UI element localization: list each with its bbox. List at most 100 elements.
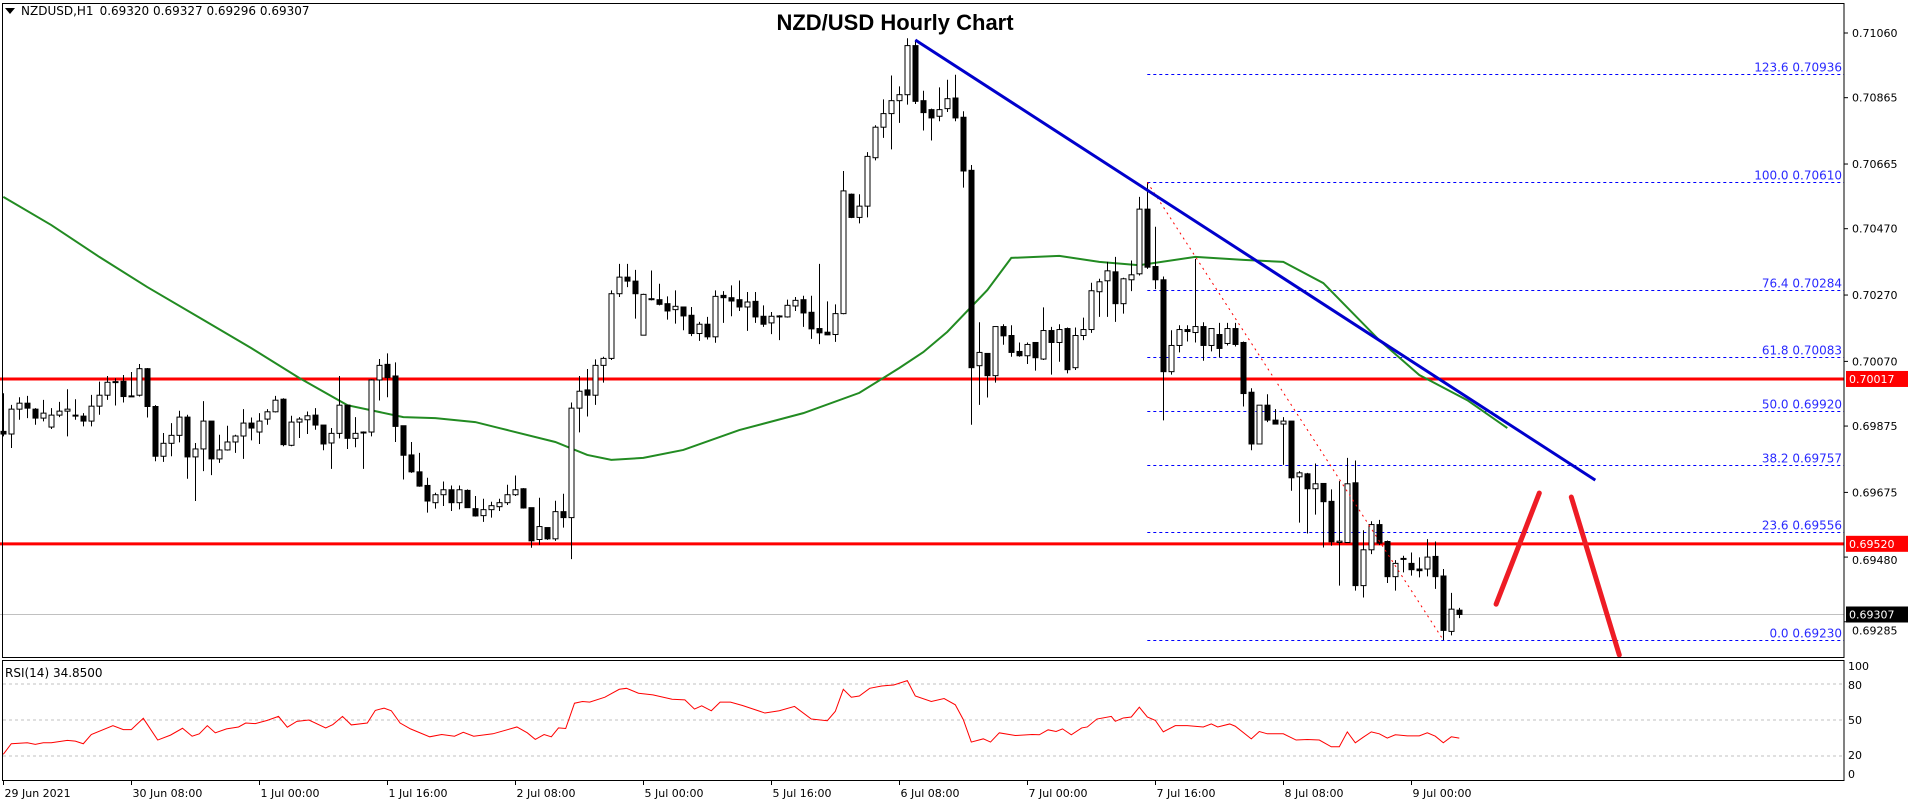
candle (704, 316, 711, 340)
candle (400, 425, 407, 480)
candle (912, 39, 919, 104)
candle-body-bear (816, 328, 823, 334)
candle-body-bull (264, 411, 271, 420)
candle-body-bull (1344, 483, 1351, 543)
candle (368, 379, 375, 437)
candle-body-bear (800, 299, 807, 314)
collapse-triangle-icon[interactable] (5, 8, 15, 14)
candle (280, 398, 287, 447)
moving-average-line (2, 195, 1508, 461)
candle (944, 79, 951, 112)
candle-body-bull (328, 432, 335, 444)
candle-body-bull (784, 304, 791, 318)
candle-body-bear (920, 100, 927, 114)
candle (88, 394, 95, 427)
candle (1000, 324, 1007, 345)
candle-body-bear (1216, 334, 1223, 349)
candle-body-bull (1176, 329, 1183, 346)
candle-body-bear (1376, 524, 1383, 544)
time-axis-label: 8 Jul 08:00 (1285, 787, 1344, 800)
price-axis-label: 0.70070 (1852, 355, 1898, 368)
candle-body-bear (1384, 540, 1391, 578)
price-level-badge-label: 0.69520 (1849, 538, 1895, 551)
candle (728, 285, 735, 317)
candle-body-bear (1032, 341, 1039, 359)
candle-body-bear (208, 420, 215, 460)
time-axis-label: 2 Jul 08:00 (517, 787, 576, 800)
candle-body-bull (888, 100, 895, 115)
candle (632, 269, 639, 319)
candle-body-bear (344, 404, 351, 439)
candle (216, 434, 223, 463)
candle (1256, 404, 1263, 445)
candle (560, 493, 567, 528)
candle-body-bear (1248, 391, 1255, 445)
candle-body-bull (336, 404, 343, 434)
candle (976, 322, 983, 405)
candle (952, 74, 959, 122)
candle (1248, 388, 1255, 451)
candle (512, 475, 519, 497)
fib-level-label: 50.0 0.69920 (1762, 398, 1842, 412)
candle-body-bear (528, 507, 535, 542)
candle-body-bear (1328, 500, 1335, 543)
candle (160, 433, 167, 462)
candle (928, 108, 935, 141)
candle (1128, 260, 1135, 292)
price-axis-label: 0.70665 (1852, 158, 1898, 171)
candle-body-bull (936, 109, 943, 117)
candle (592, 359, 599, 405)
candle (304, 411, 311, 435)
candle-body-bull (904, 45, 911, 96)
candle (240, 409, 247, 459)
candle-body-bear (120, 380, 127, 398)
candle-body-bull (1448, 608, 1455, 632)
fib-level-label: 100.0 0.70610 (1754, 169, 1842, 183)
candle (496, 498, 503, 511)
candle-body-bull (496, 502, 503, 508)
candle (1360, 530, 1367, 598)
candle-body-bear (400, 425, 407, 456)
candle (848, 193, 855, 219)
candle (352, 417, 359, 448)
candle-body-bear (912, 45, 919, 102)
candle-body-bear (392, 375, 399, 427)
candle-body-bear (1304, 473, 1311, 490)
candle (328, 428, 335, 469)
candle-body-bull (352, 432, 359, 439)
candle (1192, 258, 1199, 343)
candle-body-bull (608, 293, 615, 359)
candle-body-bear (1288, 420, 1295, 479)
candle-body-bull (288, 421, 295, 446)
candle-body-bear (448, 489, 455, 504)
time-axis-label: 5 Jul 00:00 (645, 787, 704, 800)
candle (1328, 489, 1335, 546)
projection-arrow-line (1493, 490, 1542, 607)
candle (296, 417, 303, 439)
candle-body-bear (1200, 326, 1207, 346)
candle (200, 401, 207, 472)
candle (1200, 322, 1207, 361)
descending-trendline (914, 38, 1597, 482)
candle-body-bear (1240, 341, 1247, 395)
price-axis-label: 0.70270 (1852, 289, 1898, 302)
candle-body-bear (24, 402, 31, 409)
candle-body-bear (968, 169, 975, 369)
candle (104, 375, 111, 400)
candle-body-bear (704, 323, 711, 338)
candle (720, 291, 727, 323)
candle-body-bull (16, 402, 23, 410)
candle (1064, 327, 1071, 374)
candle (176, 410, 183, 443)
candle-body-bear (320, 424, 327, 445)
candle-body-bear (648, 298, 655, 301)
candle-body-bull (536, 526, 543, 541)
candle-body-bear (808, 311, 815, 330)
candle-body-bull (552, 511, 559, 540)
price-level-badge (1846, 370, 1908, 387)
candle (336, 375, 343, 439)
candle-body-bear (408, 454, 415, 473)
candle (1240, 341, 1247, 407)
candle (776, 315, 783, 341)
